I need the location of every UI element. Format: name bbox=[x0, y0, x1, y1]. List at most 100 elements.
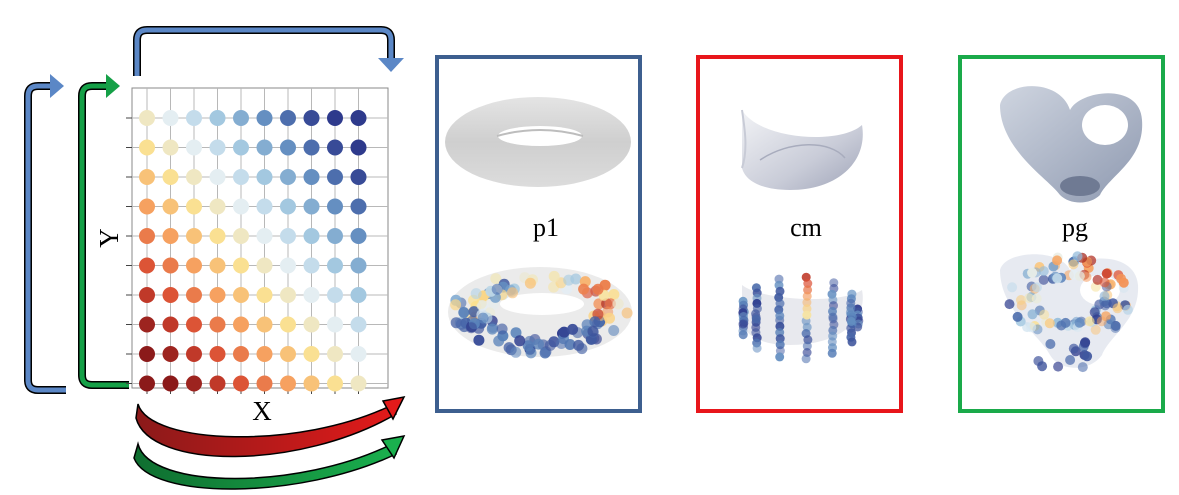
grid-point bbox=[162, 198, 179, 215]
panel-p1: p1 bbox=[435, 55, 642, 413]
cloud-point bbox=[1039, 309, 1050, 320]
cloud-point bbox=[1038, 266, 1049, 277]
grid-point bbox=[186, 228, 202, 244]
grid-point bbox=[350, 316, 367, 333]
grid-point bbox=[162, 257, 179, 274]
cloud-point bbox=[803, 279, 813, 288]
panel-cm-label: cm bbox=[790, 213, 822, 242]
grid-point bbox=[209, 169, 226, 185]
grid-dots bbox=[139, 110, 367, 392]
grid-point bbox=[327, 110, 343, 126]
cloud-point bbox=[1038, 274, 1049, 285]
cloud-point bbox=[455, 318, 467, 330]
grid-point bbox=[280, 198, 296, 215]
grid-point bbox=[327, 316, 343, 333]
panel-pg: pg bbox=[958, 55, 1165, 413]
grid-point bbox=[303, 110, 320, 126]
grid-point bbox=[256, 169, 273, 185]
cloud-point bbox=[847, 337, 857, 347]
panel-cm-frame bbox=[696, 55, 903, 413]
grid-point bbox=[280, 375, 296, 392]
grid-point bbox=[303, 257, 320, 274]
grid-point bbox=[139, 346, 155, 362]
mobius-surface bbox=[741, 109, 863, 190]
cloud-point bbox=[544, 339, 556, 351]
cloud-point bbox=[493, 335, 505, 347]
cloud-point bbox=[1004, 299, 1015, 310]
grid-point bbox=[256, 346, 273, 362]
grid-point bbox=[162, 110, 179, 126]
grid-point bbox=[233, 169, 249, 185]
grid-point bbox=[350, 346, 367, 362]
cloud-point bbox=[828, 312, 838, 322]
grid-point bbox=[280, 316, 296, 333]
grid-point bbox=[209, 316, 226, 333]
cloud-point bbox=[604, 298, 616, 310]
panel-cm: cm bbox=[696, 55, 903, 413]
cloud-point bbox=[1118, 277, 1129, 288]
grid-point bbox=[186, 346, 202, 362]
x-axis-label: X bbox=[252, 396, 272, 426]
cloud-point bbox=[1065, 355, 1076, 365]
cloud-point bbox=[1096, 316, 1107, 327]
grid-point bbox=[233, 316, 249, 333]
cloud-point bbox=[1037, 361, 1048, 372]
cloud-point bbox=[522, 340, 534, 352]
grid-point bbox=[303, 228, 320, 244]
mobius-point-cloud bbox=[738, 272, 864, 364]
cloud-point bbox=[1077, 362, 1088, 373]
cloud-point bbox=[555, 338, 567, 349]
cloud-point bbox=[1045, 339, 1056, 349]
grid-point bbox=[280, 110, 296, 126]
grid-point bbox=[209, 375, 226, 392]
cloud-point bbox=[1026, 322, 1037, 333]
grid-point bbox=[162, 228, 179, 244]
cloud-point bbox=[465, 322, 477, 334]
grid-point bbox=[256, 228, 273, 244]
panel-p1-label: p1 bbox=[533, 213, 559, 242]
cloud-point bbox=[1084, 316, 1095, 327]
cloud-point bbox=[548, 270, 560, 282]
cloud-point bbox=[1074, 317, 1085, 328]
cloud-point bbox=[827, 348, 837, 358]
cloud-point bbox=[524, 277, 536, 289]
top-blue-arrow-head bbox=[378, 58, 404, 72]
cloud-point bbox=[476, 300, 488, 311]
cloud-point bbox=[578, 283, 590, 295]
grid-point bbox=[139, 198, 155, 215]
grid-point bbox=[350, 139, 367, 156]
cloud-point bbox=[801, 354, 811, 364]
grid-point bbox=[233, 346, 249, 362]
grid-point bbox=[256, 110, 273, 126]
cloud-point bbox=[1080, 337, 1091, 348]
cloud-point bbox=[507, 287, 518, 299]
grid-point bbox=[327, 287, 343, 303]
grid-point bbox=[303, 375, 320, 392]
grid-point bbox=[233, 110, 249, 126]
cloud-point bbox=[802, 341, 812, 351]
grid-point bbox=[162, 375, 179, 392]
panel-p1-frame bbox=[435, 55, 642, 413]
grid-point bbox=[350, 198, 367, 215]
cloud-point bbox=[604, 312, 615, 324]
grid-point bbox=[162, 287, 179, 303]
grid-point bbox=[139, 375, 155, 392]
left-blue-arrow-head bbox=[50, 74, 64, 98]
cloud-point bbox=[1053, 361, 1064, 372]
panel-pg-label: pg bbox=[1062, 213, 1088, 242]
cloud-point bbox=[751, 314, 761, 324]
grid-point bbox=[162, 139, 179, 156]
grid-point bbox=[233, 198, 249, 215]
cloud-point bbox=[1068, 259, 1079, 270]
grid-point bbox=[139, 257, 155, 274]
grid-point bbox=[186, 139, 202, 156]
cloud-point bbox=[510, 346, 522, 358]
grid-point bbox=[233, 139, 249, 156]
cloud-point bbox=[458, 307, 470, 318]
grid-point bbox=[280, 346, 296, 362]
cloud-point bbox=[1027, 309, 1038, 320]
grid-point bbox=[256, 316, 273, 333]
grid-point bbox=[233, 375, 249, 392]
grid-point bbox=[139, 169, 155, 185]
grid-point bbox=[280, 228, 296, 244]
